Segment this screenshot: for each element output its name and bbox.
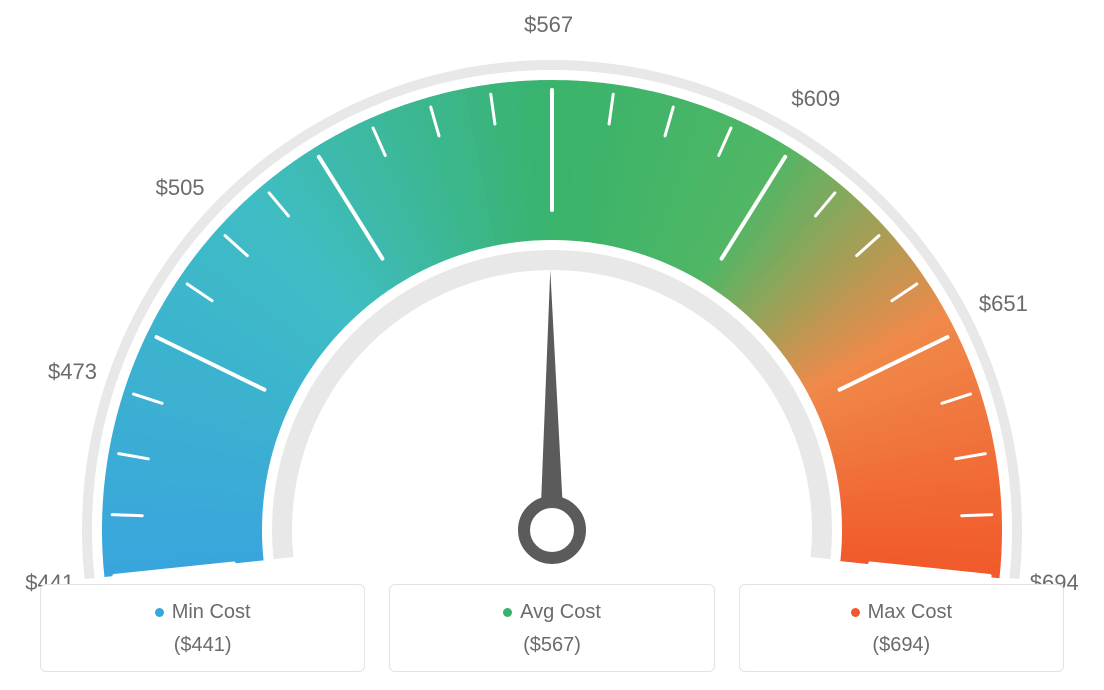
legend-min: Min Cost ($441) [40, 584, 365, 672]
legend-dot-avg [503, 608, 512, 617]
legend-max: Max Cost ($694) [739, 584, 1064, 672]
legend-avg-value: ($567) [400, 634, 703, 657]
legend-min-value: ($441) [51, 634, 354, 657]
gauge-scale-label: $651 [979, 291, 1028, 317]
gauge-scale-label: $567 [524, 12, 573, 38]
legend-dot-max [851, 608, 860, 617]
gauge-scale-label: $609 [791, 86, 840, 112]
legend-max-value: ($694) [750, 634, 1053, 657]
legend-min-title: Min Cost [172, 601, 251, 624]
legend-dot-min [155, 608, 164, 617]
legend-max-title: Max Cost [868, 601, 952, 624]
cost-gauge: $441$473$505$567$609$651$694 [0, 0, 1104, 580]
gauge-scale-label: $473 [48, 359, 97, 385]
legend-avg-title: Avg Cost [520, 601, 601, 624]
legend-avg: Avg Cost ($567) [389, 584, 714, 672]
legend-row: Min Cost ($441) Avg Cost ($567) Max Cost… [40, 584, 1064, 672]
gauge-scale-label: $505 [156, 175, 205, 201]
